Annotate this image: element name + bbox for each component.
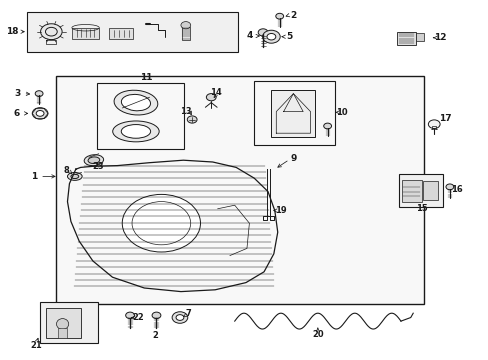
Circle shape [32,108,48,119]
Bar [254,81,334,145]
Text: 1: 1 [31,172,37,181]
Ellipse shape [67,172,82,180]
Text: 20: 20 [311,330,323,338]
Ellipse shape [71,174,79,179]
Bar [97,83,183,149]
Bar [401,180,421,202]
Ellipse shape [121,125,150,138]
Text: 19: 19 [275,206,286,215]
Text: 15: 15 [415,204,427,213]
Text: 2: 2 [290,10,296,19]
Text: 22: 22 [132,313,143,322]
Circle shape [275,13,283,19]
Text: 6: 6 [14,109,20,118]
Bar [423,181,437,200]
Circle shape [258,29,267,36]
Ellipse shape [57,319,68,329]
Bar [398,174,442,207]
Circle shape [427,120,439,129]
Ellipse shape [84,155,103,166]
Bar [182,27,189,40]
Bar [415,33,424,41]
Bar [271,90,315,137]
Text: 18: 18 [6,27,19,36]
Text: 16: 16 [450,184,462,194]
Bar [40,302,98,343]
Circle shape [206,94,216,101]
Text: 11: 11 [140,73,153,82]
Bar [72,28,99,39]
Ellipse shape [121,94,150,111]
Circle shape [122,194,200,252]
Text: 8: 8 [63,166,69,175]
Circle shape [176,315,183,320]
Circle shape [125,312,134,319]
Ellipse shape [114,90,158,115]
Text: 10: 10 [336,108,347,117]
Circle shape [35,91,43,96]
Circle shape [445,184,453,190]
Bar [56,76,424,304]
Circle shape [262,30,280,43]
Bar [58,328,67,338]
Text: 17: 17 [438,113,450,122]
Text: 9: 9 [289,154,296,163]
Circle shape [187,116,197,123]
Circle shape [181,22,190,29]
Text: 4: 4 [245,31,252,40]
Text: 21: 21 [31,341,42,350]
Bar [109,28,133,39]
Circle shape [152,312,161,319]
Bar [27,12,238,52]
Text: 23: 23 [92,162,103,171]
Circle shape [172,312,187,323]
Circle shape [41,24,62,40]
Text: 12: 12 [433,33,446,42]
Circle shape [36,111,44,116]
Text: 13: 13 [180,107,191,116]
Circle shape [266,33,275,40]
Ellipse shape [113,121,159,142]
Ellipse shape [88,157,100,163]
Bar [46,308,81,338]
Bar [396,32,415,45]
Text: 2: 2 [152,331,158,340]
Text: 7: 7 [185,309,191,318]
Text: 3: 3 [14,89,20,98]
Circle shape [323,123,331,129]
Text: 5: 5 [286,32,292,41]
Text: 14: 14 [210,88,222,97]
